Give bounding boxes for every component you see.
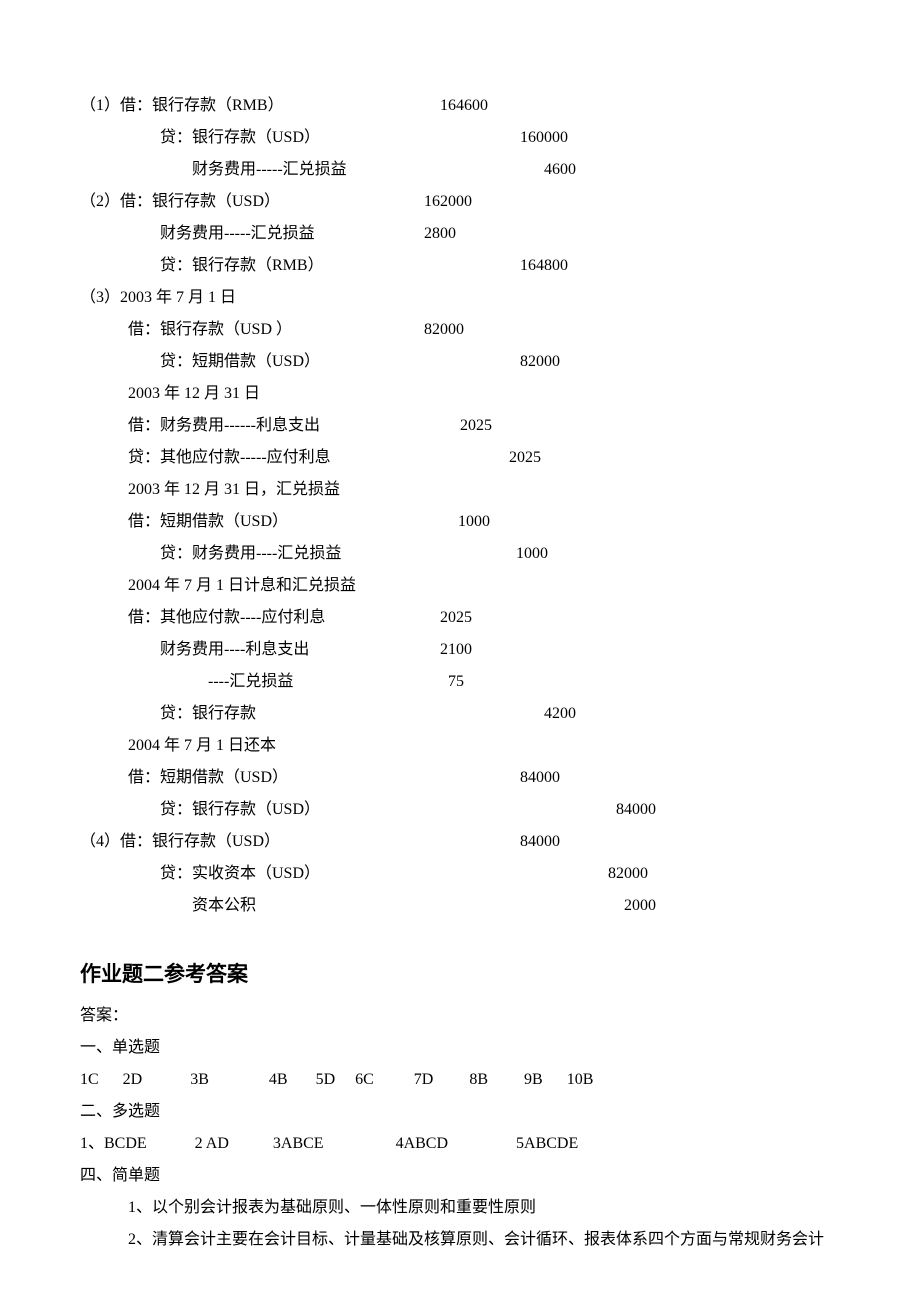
entry-amount: 82000 xyxy=(424,858,648,890)
journal-entry-line: 贷：实收资本（USD）82000 xyxy=(80,858,840,890)
answer-label: 答案： xyxy=(80,1000,840,1032)
entry-text: 借：财务费用------利息支出 xyxy=(128,410,440,442)
journal-entries: （1）借：银行存款（RMB）164600贷：银行存款（USD）160000财务费… xyxy=(80,90,840,922)
entry-amount: 164800 xyxy=(440,250,568,282)
journal-entry-line: 借：银行存款（USD ）82000 xyxy=(80,314,840,346)
entry-text: 贷：财务费用----汇兑损益 xyxy=(160,538,468,570)
entry-amount: 2800 xyxy=(424,218,456,250)
entry-text: 贷：银行存款（USD） xyxy=(160,122,440,154)
journal-entry-line: （1）借：银行存款（RMB）164600 xyxy=(80,90,840,122)
journal-entry-line: 借：短期借款（USD）1000 xyxy=(80,506,840,538)
entry-text: （4）借：银行存款（USD） xyxy=(80,826,424,858)
journal-entry-line: （2）借：银行存款（USD）162000 xyxy=(80,186,840,218)
entry-amount: 4200 xyxy=(424,698,576,730)
entry-text: 财务费用-----汇兑损益 xyxy=(192,154,440,186)
journal-entry-line: 贷：财务费用----汇兑损益1000 xyxy=(80,538,840,570)
journal-entry-line: 贷：短期借款（USD）82000 xyxy=(80,346,840,378)
entry-text: 贷：其他应付款-----应付利息 xyxy=(128,442,461,474)
entry-amount: 1000 xyxy=(468,538,548,570)
entry-text: 贷：短期借款（USD） xyxy=(160,346,424,378)
entry-text: 贷：银行存款（USD） xyxy=(160,794,424,826)
journal-entry-line: 2003 年 12 月 31 日，汇兑损益 xyxy=(80,474,840,506)
entry-text: 贷：实收资本（USD） xyxy=(160,858,424,890)
journal-entry-line: 财务费用-----汇兑损益2800 xyxy=(80,218,840,250)
entry-text: 借：其他应付款----应付利息 xyxy=(128,602,440,634)
entry-amount: 162000 xyxy=(424,186,472,218)
multi-choice-answers: 1、BCDE 2 AD 3ABCE 4ABCD 5ABCDE xyxy=(80,1128,840,1160)
multi-choice-label: 二、多选题 xyxy=(80,1096,840,1128)
entry-amount: 160000 xyxy=(440,122,568,154)
entry-text: 借：短期借款（USD） xyxy=(128,762,424,794)
entry-amount: 2025 xyxy=(461,442,541,474)
entry-text: 财务费用-----汇兑损益 xyxy=(160,218,424,250)
entry-text: 借：银行存款（USD ） xyxy=(128,314,424,346)
short-answer-line: 2、清算会计主要在会计目标、计量基础及核算原则、会计循环、报表体系四个方面与常规… xyxy=(80,1224,840,1256)
journal-entry-line: 2004 年 7 月 1 日还本 xyxy=(80,730,840,762)
journal-entry-line: 2004 年 7 月 1 日计息和汇兑损益 xyxy=(80,570,840,602)
journal-entry-line: 贷：银行存款4200 xyxy=(80,698,840,730)
entry-text: （1）借：银行存款（RMB） xyxy=(80,90,440,122)
entry-text: ----汇兑损益 xyxy=(208,666,448,698)
entry-amount: 164600 xyxy=(440,90,488,122)
entry-amount: 1000 xyxy=(458,506,490,538)
journal-entry-line: 贷：其他应付款-----应付利息2025 xyxy=(80,442,840,474)
short-answers: 1、以个别会计报表为基础原则、一体性原则和重要性原则2、清算会计主要在会计目标、… xyxy=(80,1192,840,1256)
entry-amount: 75 xyxy=(448,666,464,698)
entry-text: 借：短期借款（USD） xyxy=(128,506,458,538)
section-2-title: 作业题二参考答案 xyxy=(80,954,840,996)
entry-text: （3）2003 年 7 月 1 日 xyxy=(80,282,380,314)
entry-text: 财务费用----利息支出 xyxy=(160,634,440,666)
single-choice-label: 一、单选题 xyxy=(80,1032,840,1064)
entry-text: 2004 年 7 月 1 日还本 xyxy=(128,730,428,762)
entry-amount: 84000 xyxy=(424,794,656,826)
entry-text: 2003 年 12 月 31 日 xyxy=(128,378,428,410)
journal-entry-line: 借：短期借款（USD）84000 xyxy=(80,762,840,794)
entry-amount: 82000 xyxy=(424,346,560,378)
entry-amount: 2100 xyxy=(440,634,472,666)
journal-entry-line: 2003 年 12 月 31 日 xyxy=(80,378,840,410)
entry-text: 贷：银行存款（RMB） xyxy=(160,250,440,282)
entry-amount: 84000 xyxy=(424,826,560,858)
entry-amount: 84000 xyxy=(424,762,560,794)
journal-entry-line: （4）借：银行存款（USD）84000 xyxy=(80,826,840,858)
journal-entry-line: 借：财务费用------利息支出2025 xyxy=(80,410,840,442)
journal-entry-line: 财务费用-----汇兑损益4600 xyxy=(80,154,840,186)
entry-text: 资本公积 xyxy=(192,890,424,922)
journal-entry-line: 财务费用----利息支出2100 xyxy=(80,634,840,666)
journal-entry-line: 贷：银行存款（RMB）164800 xyxy=(80,250,840,282)
journal-entry-line: ----汇兑损益75 xyxy=(80,666,840,698)
entry-amount: 2000 xyxy=(424,890,656,922)
journal-entry-line: （3）2003 年 7 月 1 日 xyxy=(80,282,840,314)
journal-entry-line: 贷：银行存款（USD）160000 xyxy=(80,122,840,154)
entry-amount: 2025 xyxy=(440,410,492,442)
entry-text: （2）借：银行存款（USD） xyxy=(80,186,424,218)
entry-amount: 2025 xyxy=(440,602,472,634)
entry-amount: 4600 xyxy=(440,154,576,186)
entry-text: 2003 年 12 月 31 日，汇兑损益 xyxy=(128,474,428,506)
journal-entry-line: 资本公积2000 xyxy=(80,890,840,922)
entry-amount: 82000 xyxy=(424,314,464,346)
single-choice-answers: 1C 2D 3B 4B 5D 6C 7D 8B 9B 10B xyxy=(80,1064,840,1096)
journal-entry-line: 贷：银行存款（USD）84000 xyxy=(80,794,840,826)
short-answer-line: 1、以个别会计报表为基础原则、一体性原则和重要性原则 xyxy=(80,1192,840,1224)
journal-entry-line: 借：其他应付款----应付利息2025 xyxy=(80,602,840,634)
entry-text: 2004 年 7 月 1 日计息和汇兑损益 xyxy=(128,570,428,602)
entry-text: 贷：银行存款 xyxy=(160,698,424,730)
short-answer-label: 四、简单题 xyxy=(80,1160,840,1192)
